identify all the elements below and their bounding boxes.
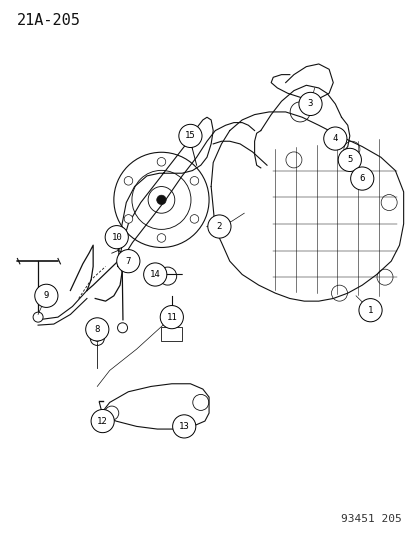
Text: 7: 7 xyxy=(126,257,131,265)
Circle shape xyxy=(35,284,58,308)
Text: 5: 5 xyxy=(347,156,351,164)
Circle shape xyxy=(323,127,346,150)
Circle shape xyxy=(157,233,165,242)
Text: 6: 6 xyxy=(359,174,364,183)
Text: 14: 14 xyxy=(150,270,160,279)
Circle shape xyxy=(172,415,195,438)
Circle shape xyxy=(117,323,127,333)
Circle shape xyxy=(124,176,133,185)
Circle shape xyxy=(85,318,109,341)
Circle shape xyxy=(91,409,114,433)
Circle shape xyxy=(105,225,128,249)
Text: 15: 15 xyxy=(185,132,195,140)
Circle shape xyxy=(160,305,183,329)
Text: 11: 11 xyxy=(166,313,177,321)
Circle shape xyxy=(207,215,230,238)
Text: 1: 1 xyxy=(367,306,372,314)
Circle shape xyxy=(190,176,198,185)
Text: 4: 4 xyxy=(332,134,337,143)
Circle shape xyxy=(178,124,202,148)
Circle shape xyxy=(358,298,381,322)
Text: 8: 8 xyxy=(95,325,100,334)
Text: 3: 3 xyxy=(307,100,312,108)
Circle shape xyxy=(33,312,43,322)
Circle shape xyxy=(157,158,165,166)
Text: 93451 205: 93451 205 xyxy=(340,514,401,524)
Circle shape xyxy=(156,195,166,205)
Bar xyxy=(161,327,182,341)
Circle shape xyxy=(350,167,373,190)
Circle shape xyxy=(124,215,133,223)
Text: 10: 10 xyxy=(111,233,122,241)
Circle shape xyxy=(94,335,100,342)
Text: 12: 12 xyxy=(97,417,108,425)
Text: 2: 2 xyxy=(216,222,221,231)
Circle shape xyxy=(116,249,140,273)
Circle shape xyxy=(143,263,166,286)
Circle shape xyxy=(298,92,321,116)
Text: 9: 9 xyxy=(44,292,49,300)
Circle shape xyxy=(190,215,198,223)
Text: 21A-205: 21A-205 xyxy=(17,13,80,28)
Text: 13: 13 xyxy=(178,422,189,431)
Circle shape xyxy=(337,148,361,172)
